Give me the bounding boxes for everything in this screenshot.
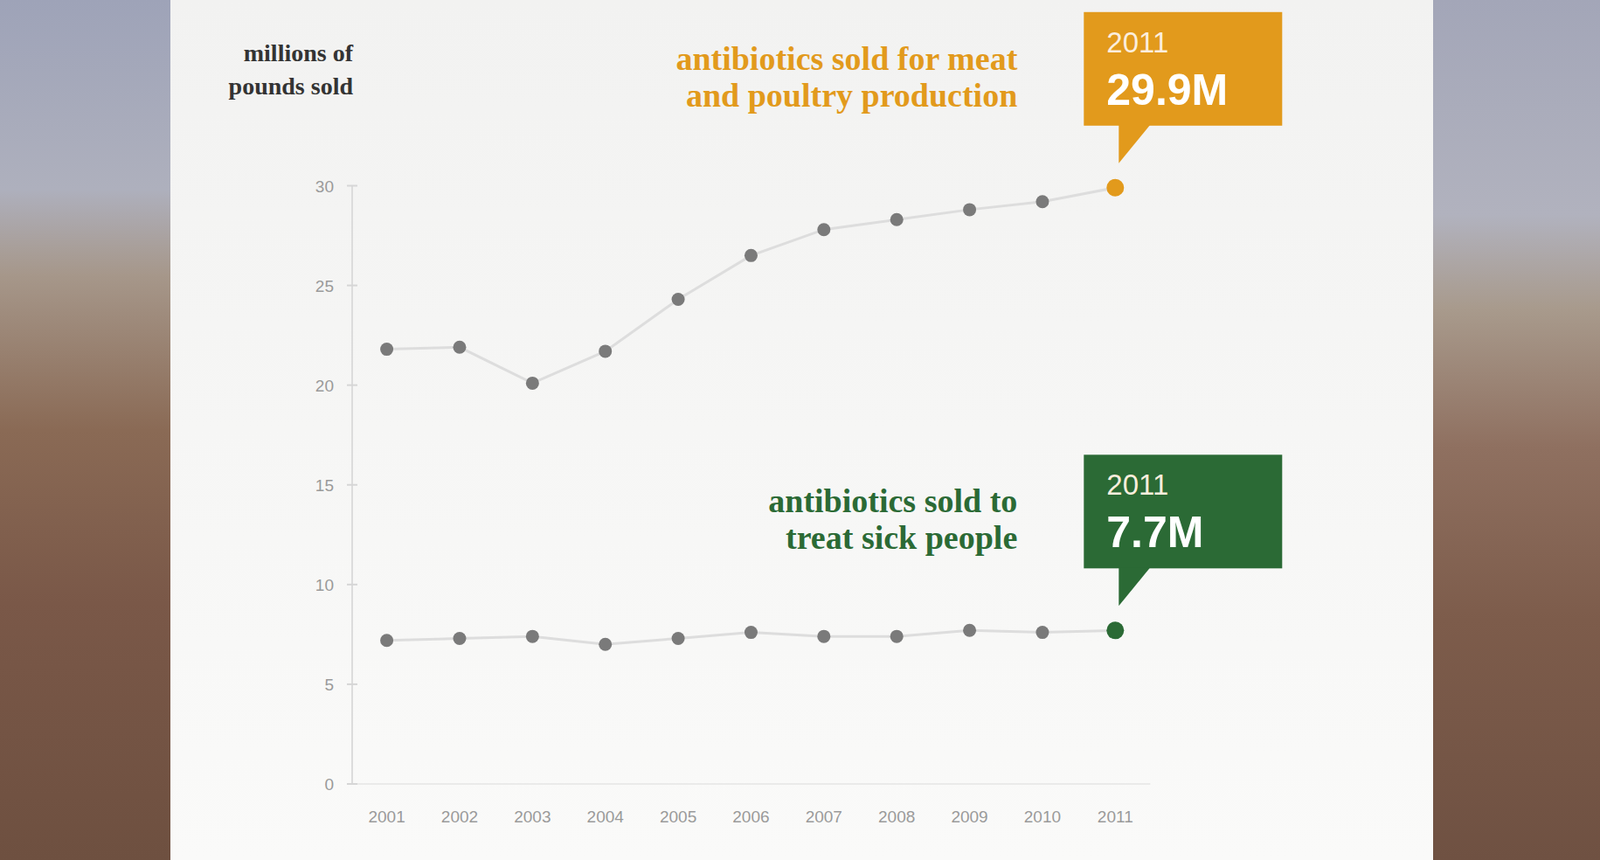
y-tick-label: 30 <box>315 177 334 196</box>
callout-pointer <box>1118 567 1150 606</box>
y-tick-label: 5 <box>324 675 334 694</box>
y-tick <box>346 284 358 287</box>
callout: 2011 29.9M <box>1083 12 1282 164</box>
point <box>452 340 466 354</box>
y-tick <box>346 683 358 686</box>
point <box>526 376 540 390</box>
point <box>962 202 977 216</box>
series-label: antibiotics sold for meatand poultry pro… <box>675 40 1018 114</box>
point <box>380 633 394 647</box>
x-tick-label: 2005 <box>659 807 697 826</box>
point <box>890 213 904 227</box>
callout-year: 2011 <box>1106 26 1169 59</box>
series-line <box>387 187 1116 384</box>
point <box>526 630 540 644</box>
text-line: antibiotics sold to <box>768 482 1018 520</box>
callout: 2011 7.7M <box>1083 454 1282 606</box>
photo-right <box>1433 0 1600 860</box>
text-line: and poultry production <box>685 76 1018 114</box>
data-label: 29.9M <box>1106 65 1228 115</box>
y-tick-label: 20 <box>315 376 334 395</box>
y-tick-label: 10 <box>315 575 334 595</box>
x-tick-label: 2003 <box>513 807 551 826</box>
point <box>1035 625 1049 639</box>
y-tick-label: 25 <box>315 277 334 296</box>
callout-year: 2011 <box>1106 468 1169 501</box>
x-tick-label: 2009 <box>950 807 988 826</box>
x-tick-label: 2004 <box>587 807 625 826</box>
text-line: pounds sold <box>228 72 354 100</box>
text-line: millions of <box>243 39 354 67</box>
plot-area <box>380 179 1124 652</box>
text-line: treat sick people <box>785 519 1018 556</box>
point <box>1106 179 1124 197</box>
callout-box <box>1083 12 1282 126</box>
x-tick-label: 2011 <box>1097 807 1134 826</box>
x-tick-label: 2008 <box>878 807 915 826</box>
point <box>671 292 686 306</box>
y-tick <box>346 484 358 486</box>
point <box>452 631 466 645</box>
y-tick <box>346 583 358 586</box>
x-axis <box>352 782 1150 785</box>
point <box>380 342 394 356</box>
point <box>744 625 758 639</box>
text-line: antibiotics sold for meat <box>675 40 1018 77</box>
point <box>817 222 831 236</box>
point <box>744 249 758 263</box>
y-tick-label: 0 <box>324 775 334 794</box>
point <box>962 623 977 638</box>
point <box>598 344 612 358</box>
y-tick <box>346 782 358 785</box>
data-label: 7.7M <box>1106 507 1204 557</box>
point <box>890 630 904 644</box>
series-label: antibiotics sold totreat sick people <box>768 482 1018 556</box>
point <box>671 631 686 645</box>
point <box>1106 621 1124 639</box>
x-tick-label: 2001 <box>367 807 405 826</box>
y-axis-title: millions of pounds sold <box>228 39 354 100</box>
point <box>598 637 612 652</box>
point <box>817 630 831 644</box>
point <box>1035 194 1049 208</box>
callout-pointer <box>1118 124 1150 164</box>
x-tick-label: 2010 <box>1024 807 1061 826</box>
panel <box>170 0 1434 860</box>
y-tick-label: 15 <box>315 476 334 495</box>
x-tick-label: 2002 <box>441 807 478 826</box>
x-tick-label: 2006 <box>732 807 769 826</box>
callout-box <box>1083 454 1282 568</box>
photo-left <box>0 0 171 860</box>
x-tick-label: 2007 <box>805 807 843 826</box>
y-tick <box>346 185 358 188</box>
y-tick <box>346 384 358 387</box>
